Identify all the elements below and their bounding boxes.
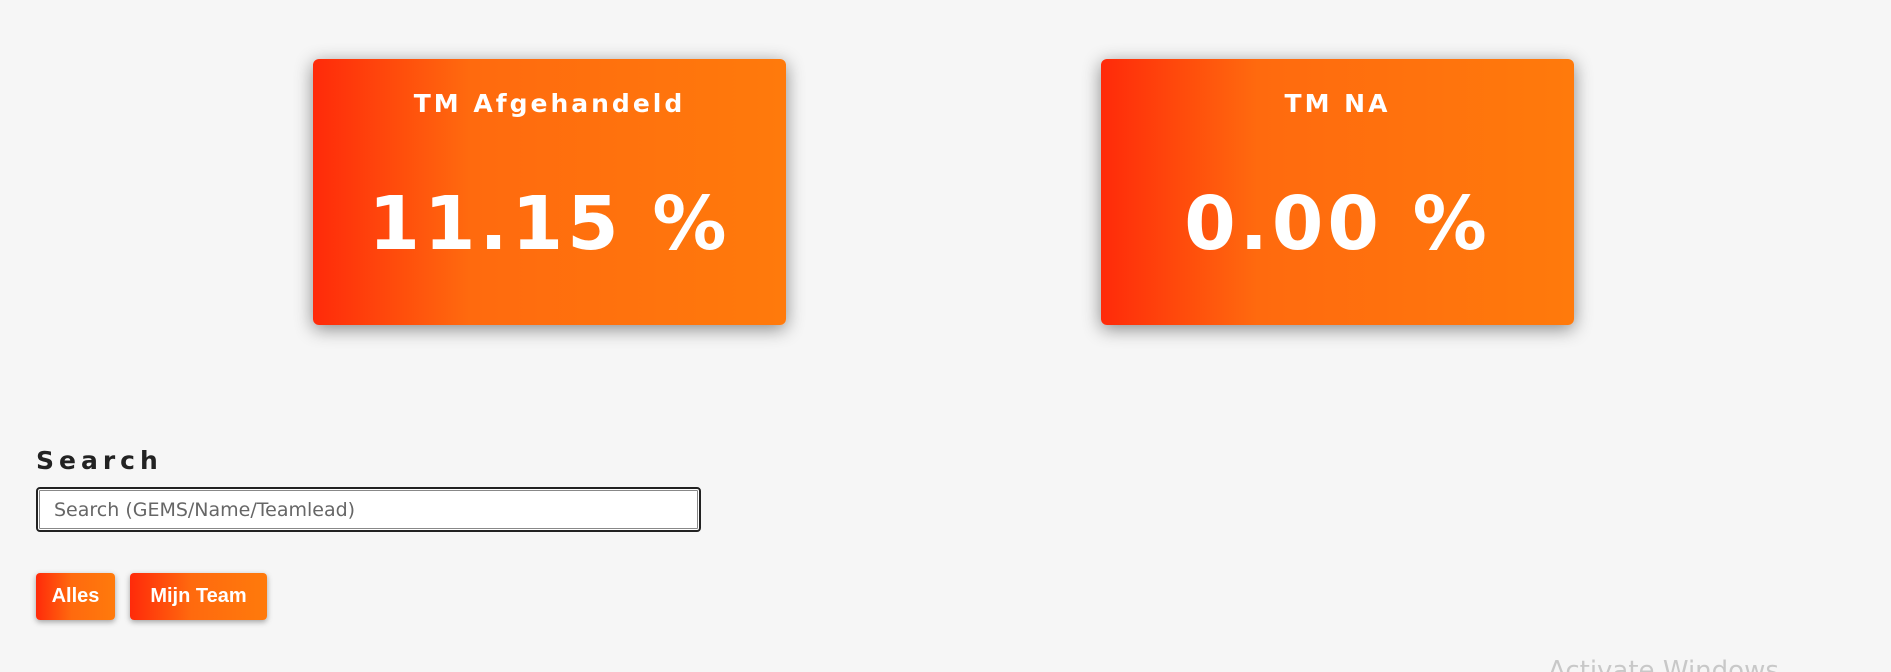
- kpi-card-tm-na: TM NA 0.00 %: [1101, 59, 1574, 325]
- kpi-title: TM NA: [1284, 89, 1391, 118]
- search-label: Search: [36, 446, 163, 475]
- filter-my-team-button[interactable]: Mijn Team: [130, 573, 267, 620]
- kpi-value: 11.15 %: [368, 181, 731, 267]
- activate-windows-watermark: Activate Windows: [1548, 656, 1779, 672]
- filter-all-button[interactable]: Alles: [36, 573, 115, 620]
- kpi-title: TM Afgehandeld: [413, 89, 686, 118]
- kpi-value: 0.00 %: [1184, 181, 1491, 267]
- search-input[interactable]: [36, 487, 701, 532]
- kpi-card-tm-afgehandeld: TM Afgehandeld 11.15 %: [313, 59, 786, 325]
